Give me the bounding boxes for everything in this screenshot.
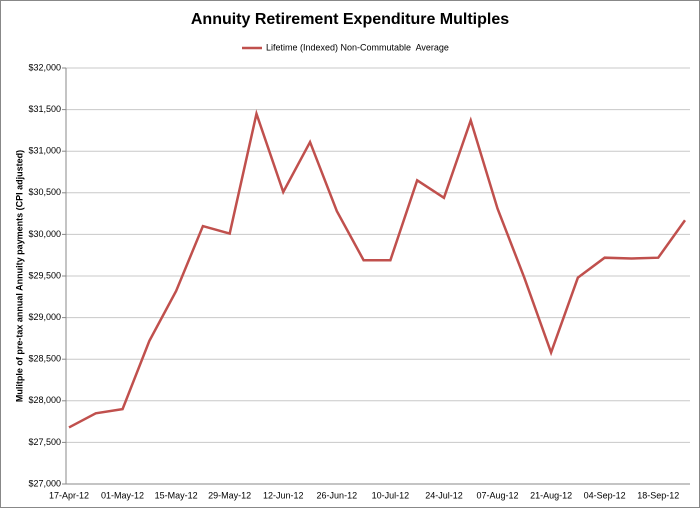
x-tick-label: 01-May-12 bbox=[101, 490, 144, 500]
y-tick-label: $28,000 bbox=[28, 395, 61, 405]
y-tick-label: $30,500 bbox=[28, 187, 61, 197]
x-tick-label: 15-May-12 bbox=[155, 490, 198, 500]
x-tick-label: 07-Aug-12 bbox=[477, 490, 519, 500]
x-tick-label: 29-May-12 bbox=[208, 490, 251, 500]
y-tick-label: $31,000 bbox=[28, 146, 61, 156]
data-line bbox=[68, 109, 687, 429]
x-tick-label: 04-Sep-12 bbox=[584, 490, 626, 500]
y-tick-label: $29,500 bbox=[28, 270, 61, 280]
y-tick-label: $28,500 bbox=[28, 354, 61, 364]
x-tick-label: 10-Jul-12 bbox=[372, 490, 410, 500]
x-tick-label: 21-Aug-12 bbox=[530, 490, 572, 500]
y-tick-label: $32,000 bbox=[28, 62, 61, 72]
y-tick-label: $27,500 bbox=[28, 437, 61, 447]
chart-title: Annuity Retirement Expenditure Multiples bbox=[191, 11, 509, 28]
y-tick-label: $31,500 bbox=[28, 104, 61, 114]
x-tick-label: 24-Jul-12 bbox=[425, 490, 463, 500]
x-tick-label: 18-Sep-12 bbox=[637, 490, 679, 500]
y-tick-label: $30,000 bbox=[28, 229, 61, 239]
y-tick-label: $27,000 bbox=[28, 478, 61, 488]
x-tick-label: 17-Apr-12 bbox=[49, 490, 89, 500]
legend-label: Lifetime (Indexed) Non-Commutable Averag… bbox=[266, 42, 449, 52]
x-tick-label: 12-Jun-12 bbox=[263, 490, 304, 500]
x-tick-label: 26-Jun-12 bbox=[317, 490, 358, 500]
y-axis-title: Mulitple of pre-tax annual Annuity payme… bbox=[14, 150, 24, 402]
y-tick-label: $29,000 bbox=[28, 312, 61, 322]
